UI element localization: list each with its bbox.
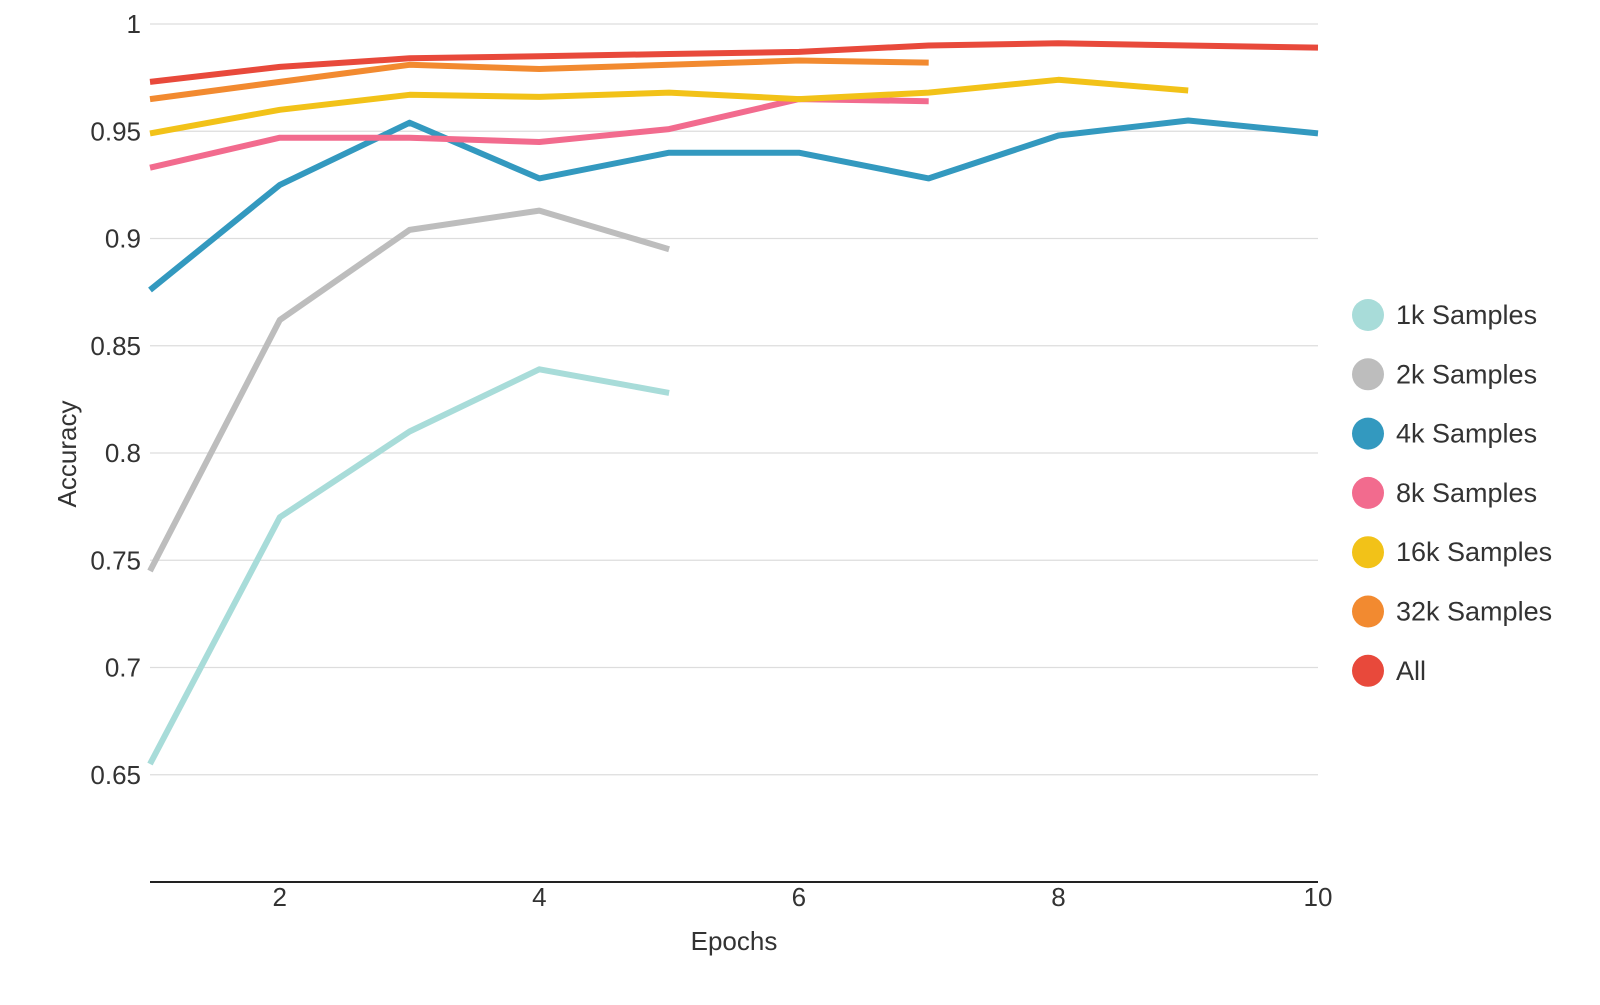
x-tick-label: 8 bbox=[1051, 882, 1065, 912]
x-tick-label: 10 bbox=[1304, 882, 1333, 912]
legend-swatch bbox=[1352, 358, 1384, 391]
y-tick-label: 0.85 bbox=[90, 331, 141, 361]
legend-label: 8k Samples bbox=[1396, 478, 1537, 508]
legend: 1k Samples 2k Samples 4k Samples 8k Samples… bbox=[1352, 299, 1552, 687]
legend-swatch bbox=[1352, 595, 1384, 628]
x-tick-label: 2 bbox=[273, 882, 287, 912]
series-line-5 bbox=[149, 57, 929, 103]
legend-swatch bbox=[1352, 476, 1384, 509]
legend-label: 4k Samples bbox=[1396, 419, 1537, 449]
legend-item: 4k Samples bbox=[1352, 417, 1537, 450]
legend-swatch bbox=[1352, 299, 1384, 331]
legend-label: All bbox=[1396, 656, 1426, 686]
series-line-6 bbox=[149, 40, 1319, 85]
y-axis-title: Accuracy bbox=[52, 401, 82, 508]
legend-swatch bbox=[1352, 417, 1384, 450]
series-lines bbox=[147, 40, 1319, 766]
y-tick-label: 0.7 bbox=[105, 653, 141, 683]
series-line-1 bbox=[147, 207, 670, 573]
x-axis-title: Epochs bbox=[691, 926, 778, 956]
legend-label: 32k Samples bbox=[1396, 597, 1552, 627]
legend-item: All bbox=[1352, 654, 1426, 687]
y-tick-label: 0.95 bbox=[90, 116, 141, 146]
x-tick-label: 4 bbox=[532, 882, 546, 912]
gridlines bbox=[150, 23, 1318, 776]
y-tick-label: 1 bbox=[127, 9, 141, 39]
y-tick-label: 0.8 bbox=[105, 438, 141, 468]
legend-item: 1k Samples bbox=[1352, 299, 1537, 331]
legend-item: 16k Samples bbox=[1352, 536, 1552, 569]
legend-swatch bbox=[1352, 536, 1384, 569]
y-tick-label: 0.75 bbox=[90, 545, 141, 575]
x-axis-ticks: 2 4 6 8 10 bbox=[273, 882, 1333, 912]
legend-swatch bbox=[1352, 654, 1384, 687]
legend-item: 8k Samples bbox=[1352, 476, 1537, 509]
legend-item: 2k Samples bbox=[1352, 358, 1537, 391]
legend-label: 2k Samples bbox=[1396, 359, 1537, 389]
y-axis-ticks: 0.65 0.7 0.75 0.8 0.85 0.9 0.95 1 bbox=[90, 9, 141, 790]
series-line-0 bbox=[147, 366, 670, 766]
y-tick-label: 0.65 bbox=[90, 760, 141, 790]
y-tick-label: 0.9 bbox=[105, 224, 141, 254]
legend-label: 1k Samples bbox=[1396, 300, 1537, 330]
series-line-4 bbox=[149, 76, 1189, 137]
series-line-2 bbox=[148, 117, 1319, 293]
legend-label: 16k Samples bbox=[1396, 537, 1552, 567]
x-tick-label: 6 bbox=[792, 882, 806, 912]
legend-item: 32k Samples bbox=[1352, 595, 1552, 628]
